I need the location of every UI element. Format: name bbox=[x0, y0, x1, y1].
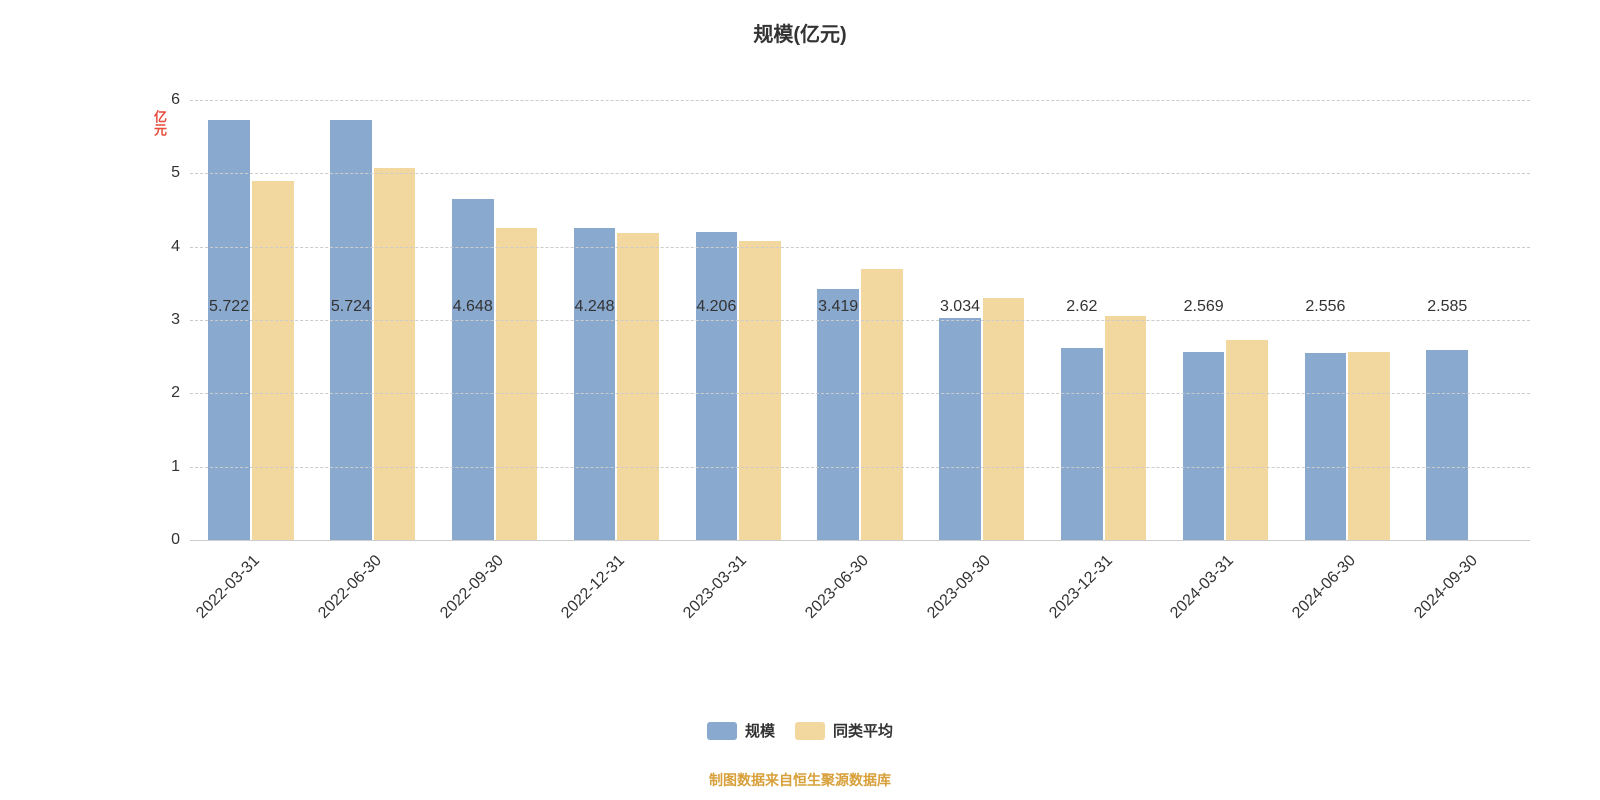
y-tick-label: 2 bbox=[171, 384, 190, 402]
bar bbox=[617, 233, 659, 540]
bar bbox=[496, 228, 538, 540]
bar bbox=[452, 199, 494, 540]
y-tick-label: 3 bbox=[171, 311, 190, 329]
x-tick-label: 2022-03-31 bbox=[193, 552, 264, 623]
legend-item: 规模 bbox=[707, 720, 775, 741]
x-tick-label: 2024-03-31 bbox=[1168, 552, 1239, 623]
bar bbox=[696, 232, 738, 540]
bar-value-label: 2.569 bbox=[1183, 298, 1225, 316]
gridline bbox=[190, 540, 1530, 541]
bar bbox=[817, 289, 859, 540]
x-tick-label: 2023-12-31 bbox=[1046, 552, 1117, 623]
y-tick-label: 1 bbox=[171, 458, 190, 476]
bar bbox=[1105, 316, 1147, 540]
bar-value-label: 3.034 bbox=[939, 298, 981, 316]
bar-value-label: 5.724 bbox=[330, 298, 372, 316]
legend: 规模 同类平均 bbox=[0, 720, 1600, 741]
x-tick-label: 2022-09-30 bbox=[437, 552, 508, 623]
x-tick-label: 2024-06-30 bbox=[1289, 552, 1360, 623]
gridline bbox=[190, 320, 1530, 321]
bar-value-label: 4.248 bbox=[574, 298, 616, 316]
x-tick-label: 2023-03-31 bbox=[680, 552, 751, 623]
y-axis-label: 亿元 bbox=[150, 110, 169, 136]
bar bbox=[1305, 353, 1347, 540]
y-tick-label: 4 bbox=[171, 238, 190, 256]
x-tick-label: 2023-06-30 bbox=[802, 552, 873, 623]
bar bbox=[574, 228, 616, 540]
x-tick-label: 2024-09-30 bbox=[1411, 552, 1482, 623]
scale-bar-chart: 规模(亿元) 亿元 5.7222022-03-315.7242022-06-30… bbox=[0, 0, 1600, 800]
gridline bbox=[190, 393, 1530, 394]
gridline bbox=[190, 173, 1530, 174]
bar bbox=[374, 168, 416, 540]
bar bbox=[939, 318, 981, 540]
bar-value-label: 2.585 bbox=[1426, 298, 1468, 316]
gridline bbox=[190, 247, 1530, 248]
y-tick-label: 5 bbox=[171, 164, 190, 182]
y-tick-label: 0 bbox=[171, 531, 190, 549]
x-tick-label: 2022-12-31 bbox=[558, 552, 629, 623]
plot-area: 5.7222022-03-315.7242022-06-304.6482022-… bbox=[190, 100, 1530, 540]
chart-title: 规模(亿元) bbox=[0, 18, 1600, 47]
x-tick-label: 2022-06-30 bbox=[315, 552, 386, 623]
bar-value-label: 2.556 bbox=[1305, 298, 1347, 316]
bar-value-label: 5.722 bbox=[208, 298, 250, 316]
gridline bbox=[190, 100, 1530, 101]
bar bbox=[208, 120, 250, 540]
bar bbox=[861, 269, 903, 540]
legend-item: 同类平均 bbox=[795, 720, 893, 741]
bar-value-label: 2.62 bbox=[1061, 298, 1103, 316]
legend-label: 规模 bbox=[745, 720, 775, 741]
y-tick-label: 6 bbox=[171, 91, 190, 109]
bar bbox=[330, 120, 372, 540]
bar bbox=[983, 298, 1025, 540]
bar-value-label: 3.419 bbox=[817, 298, 859, 316]
legend-label: 同类平均 bbox=[833, 720, 893, 741]
bar bbox=[739, 241, 781, 540]
bar-value-label: 4.206 bbox=[696, 298, 738, 316]
x-tick-label: 2023-09-30 bbox=[924, 552, 995, 623]
bar bbox=[1348, 352, 1390, 540]
bar bbox=[1183, 352, 1225, 540]
bar bbox=[1426, 350, 1468, 540]
bar bbox=[1226, 340, 1268, 540]
attribution-text: 制图数据来自恒生聚源数据库 bbox=[0, 770, 1600, 790]
legend-swatch bbox=[707, 722, 737, 740]
legend-swatch bbox=[795, 722, 825, 740]
gridline bbox=[190, 467, 1530, 468]
bar bbox=[1061, 348, 1103, 540]
bar-value-label: 4.648 bbox=[452, 298, 494, 316]
bar bbox=[252, 181, 294, 540]
